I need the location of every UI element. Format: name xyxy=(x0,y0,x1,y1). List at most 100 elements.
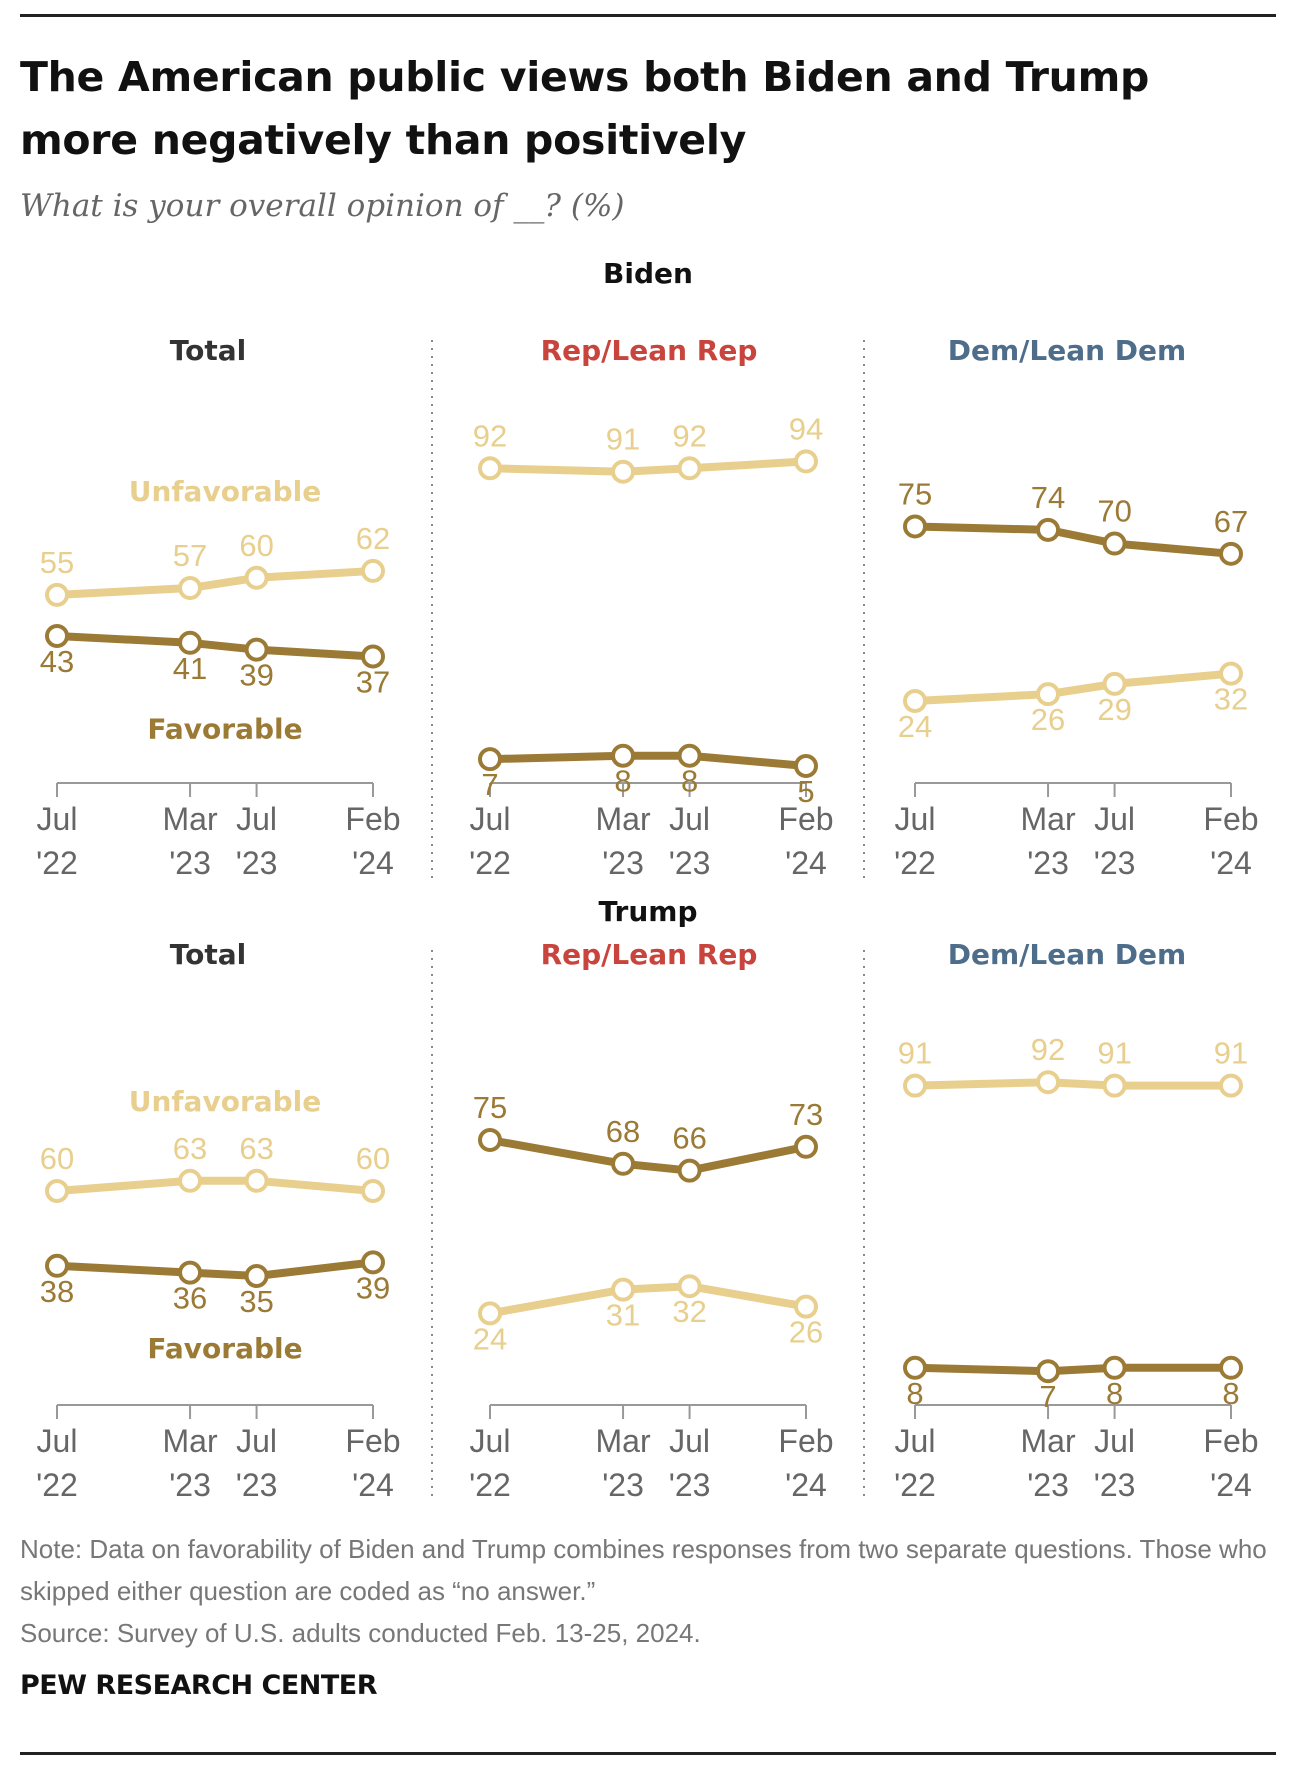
trump-total-tick-label-year: '23 xyxy=(169,1467,211,1503)
biden-total-tick-label-year: '24 xyxy=(352,845,394,881)
biden-dem-lean-dem-favorable-point xyxy=(1219,541,1243,566)
biden-total-tick-label-year: '23 xyxy=(169,845,211,881)
biden-dem-lean-dem-tick-label-month: Jul xyxy=(895,801,936,837)
biden-rep-lean-rep-tick-label-month: Mar xyxy=(595,801,650,837)
biden-total-tick-label-month: Feb xyxy=(345,801,400,837)
biden-rep-lean-rep-favorable-point xyxy=(478,747,502,772)
biden-dem-lean-dem-tick-label-month: Feb xyxy=(1203,801,1258,837)
trump-rep-lean-rep-favorable-value-label: 68 xyxy=(606,1114,640,1149)
biden-dem-lean-dem-tick-label-year: '23 xyxy=(1094,845,1136,881)
biden-rep-lean-rep-unfavorable-value-label: 94 xyxy=(789,411,823,446)
biden-total-heading: Total xyxy=(170,334,247,367)
biden-total-favorable-value-label: 39 xyxy=(239,658,273,693)
trump-rep-lean-rep-tick-label-year: '23 xyxy=(602,1467,644,1503)
chart-subtitle: What is your overall opinion of __? (%) xyxy=(20,188,625,224)
trump-total-unfavorable-line xyxy=(53,1176,377,1195)
trump-total-tick-label-year: '23 xyxy=(236,1467,278,1503)
biden-dem-lean-dem-favorable-point xyxy=(1036,517,1061,542)
trump-dem-lean-dem-heading: Dem/Lean Dem xyxy=(948,938,1186,971)
trump-rep-lean-rep-unfavorable-value-label: 24 xyxy=(473,1321,507,1356)
biden-dem-lean-dem-unfavorable-point xyxy=(903,688,927,713)
trump-dem-lean-dem-favorable-value-label: 7 xyxy=(1039,1379,1056,1414)
biden-rep-lean-rep-tick-label-year: '22 xyxy=(469,845,511,881)
biden-dem-lean-dem-unfavorable-point xyxy=(1036,682,1061,707)
trump-dem-lean-dem-tick-label-year: '24 xyxy=(1210,1467,1252,1503)
bottom-rule xyxy=(20,1752,1276,1755)
trump-total-unfavorable-point xyxy=(178,1168,203,1193)
biden-total-unfavorable-value-label: 57 xyxy=(173,538,207,573)
trump-dem-lean-dem-favorable-line xyxy=(911,1363,1235,1376)
trump-total-favorable-point xyxy=(361,1250,385,1275)
note-text: Note: Data on favorability of Biden and … xyxy=(20,1534,1267,1606)
trump-total-unfavorable-value-label: 60 xyxy=(356,1141,390,1176)
trump-dem-lean-dem-unfavorable-value-label: 92 xyxy=(1031,1032,1065,1067)
trump-rep-lean-rep-unfavorable-point xyxy=(794,1294,818,1319)
footnote: Note: Data on favorability of Biden and … xyxy=(20,1528,1270,1654)
biden-rep-lean-rep-tick-label-month: Jul xyxy=(470,801,511,837)
trump-rep-lean-rep-tick-label-month: Mar xyxy=(595,1423,650,1459)
biden-dem-lean-dem-tick-label-year: '23 xyxy=(1027,845,1069,881)
trump-rep-lean-rep-favorable-value-label: 66 xyxy=(672,1121,706,1156)
biden-rep-lean-rep-unfavorable-value-label: 92 xyxy=(473,418,507,453)
biden-total-unfavorable-line xyxy=(53,566,377,599)
biden-heading: Biden xyxy=(603,257,693,290)
biden-dem-lean-dem-tick-label-month: Jul xyxy=(1094,801,1135,837)
trump-total-tick-label-month: Mar xyxy=(162,1423,217,1459)
biden-rep-lean-rep-tick-label-year: '23 xyxy=(602,845,644,881)
biden-total-favorable-series-label: Favorable xyxy=(147,712,302,745)
trump-total-favorable-value-label: 39 xyxy=(356,1270,390,1305)
trump-dem-lean-dem-unfavorable-point xyxy=(1219,1073,1243,1098)
trump-rep-lean-rep-favorable-point xyxy=(478,1128,502,1152)
biden-rep-lean-rep-favorable-value-label: 8 xyxy=(614,764,631,799)
trump-rep-lean-rep-favorable-value-label: 73 xyxy=(789,1097,823,1132)
trump-total-tick-label-year: '24 xyxy=(352,1467,394,1503)
trump-rep-lean-rep-favorable-point xyxy=(677,1158,702,1183)
biden-rep-lean-rep-heading: Rep/Lean Rep xyxy=(541,334,758,367)
trump-dem-lean-dem-tick-label-year: '23 xyxy=(1027,1467,1069,1503)
biden-total-tick-label-year: '22 xyxy=(36,845,78,881)
trump-rep-lean-rep-tick-label-month: Jul xyxy=(470,1423,511,1459)
biden-total-favorable-value-label: 41 xyxy=(173,651,207,686)
biden-total-unfavorable-series-label: Unfavorable xyxy=(129,475,322,508)
biden-dem-lean-dem-favorable-point xyxy=(1102,531,1127,556)
trump-rep-lean-rep-unfavorable-point xyxy=(677,1274,702,1299)
trump-dem-lean-dem-favorable-value-label: 8 xyxy=(906,1376,923,1411)
biden-total-favorable-point xyxy=(244,637,269,662)
biden-rep-lean-rep-tick-label-year: '24 xyxy=(785,845,827,881)
biden-total-unfavorable-value-label: 62 xyxy=(356,521,390,556)
biden-rep-lean-rep-unfavorable-point xyxy=(677,456,702,481)
trump-dem-lean-dem-favorable-value-label: 8 xyxy=(1222,1376,1239,1411)
trump-total-favorable-value-label: 36 xyxy=(173,1281,207,1316)
biden-dem-lean-dem-tick-label-year: '24 xyxy=(1210,845,1252,881)
trump-rep-lean-rep-tick-label-month: Jul xyxy=(669,1423,710,1459)
trump-rep-lean-rep-tick-label-year: '23 xyxy=(669,1467,711,1503)
biden-total-tick-label-year: '23 xyxy=(236,845,278,881)
biden-dem-lean-dem-tick-label-year: '22 xyxy=(894,845,936,881)
biden-rep-lean-rep-favorable-line xyxy=(486,751,810,770)
biden-dem-lean-dem-unfavorable-point xyxy=(1102,671,1127,696)
trump-total-favorable-point xyxy=(244,1264,269,1288)
trump-dem-lean-dem-tick-label-year: '23 xyxy=(1094,1467,1136,1503)
trump-dem-lean-dem-unfavorable-point xyxy=(903,1073,927,1098)
trump-dem-lean-dem-unfavorable-value-label: 91 xyxy=(1097,1036,1131,1071)
biden-dem-lean-dem-favorable-value-label: 75 xyxy=(898,476,932,511)
trump-total-favorable-line xyxy=(53,1258,377,1280)
biden-total-tick-label-month: Mar xyxy=(162,801,217,837)
biden-dem-lean-dem-unfavorable-point xyxy=(1219,661,1243,686)
biden-rep-lean-rep-unfavorable-point xyxy=(794,449,818,474)
trump-dem-lean-dem-unfavorable-point xyxy=(1102,1073,1127,1098)
trump-dem-lean-dem-tick-label-year: '22 xyxy=(894,1467,936,1503)
trump-rep-lean-rep-favorable-point xyxy=(794,1134,818,1159)
biden-total-favorable-value-label: 37 xyxy=(356,664,390,699)
trump-dem-lean-dem-favorable-point xyxy=(1219,1355,1243,1380)
biden-total-favorable-value-label: 43 xyxy=(40,644,74,679)
biden-dem-lean-dem-favorable-line xyxy=(911,522,1235,558)
biden-dem-lean-dem-unfavorable-line xyxy=(911,669,1235,705)
source-text: Source: Survey of U.S. adults conducted … xyxy=(20,1618,701,1648)
biden-rep-lean-rep-favorable-value-label: 7 xyxy=(481,767,498,802)
biden-total-unfavorable-point xyxy=(361,558,385,583)
biden-dem-lean-dem-favorable-value-label: 74 xyxy=(1031,480,1065,515)
biden-dem-lean-dem-favorable-value-label: 70 xyxy=(1097,494,1131,529)
trump-total-favorable-series-label: Favorable xyxy=(147,1332,302,1365)
